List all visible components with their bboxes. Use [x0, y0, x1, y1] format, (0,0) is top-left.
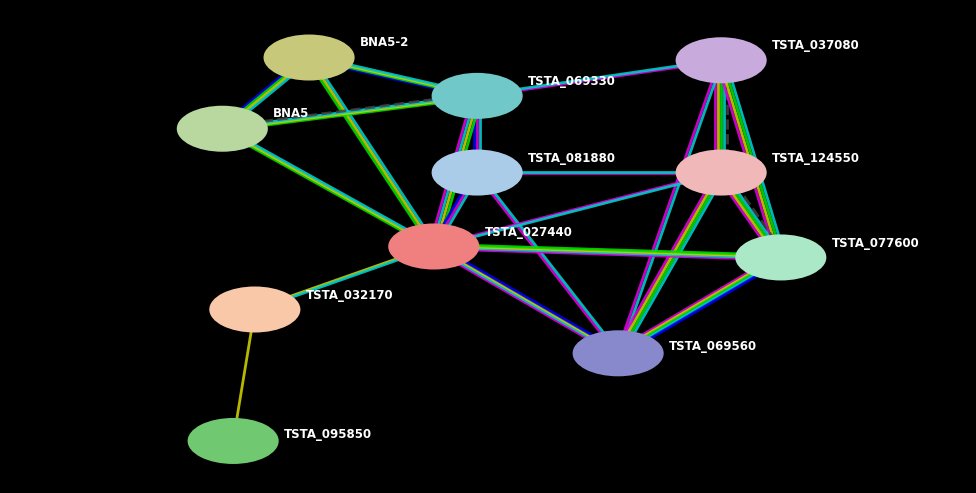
- Text: BNA5: BNA5: [273, 107, 309, 120]
- Circle shape: [388, 223, 479, 270]
- Text: TSTA_095850: TSTA_095850: [284, 428, 372, 441]
- Circle shape: [735, 235, 827, 281]
- Circle shape: [573, 330, 664, 376]
- Text: TSTA_124550: TSTA_124550: [772, 152, 860, 165]
- Circle shape: [187, 418, 279, 464]
- Circle shape: [264, 35, 354, 80]
- Text: TSTA_077600: TSTA_077600: [832, 237, 919, 250]
- Text: TSTA_037080: TSTA_037080: [772, 39, 860, 52]
- Circle shape: [177, 106, 267, 152]
- Text: TSTA_032170: TSTA_032170: [305, 289, 393, 302]
- Text: TSTA_027440: TSTA_027440: [485, 226, 573, 239]
- Text: TSTA_081880: TSTA_081880: [528, 152, 616, 165]
- Text: TSTA_069330: TSTA_069330: [528, 75, 616, 88]
- Text: TSTA_069560: TSTA_069560: [670, 340, 757, 352]
- Circle shape: [209, 286, 301, 332]
- Circle shape: [431, 73, 523, 119]
- Text: BNA5-2: BNA5-2: [360, 35, 409, 49]
- Circle shape: [675, 37, 767, 83]
- Circle shape: [431, 149, 523, 196]
- Circle shape: [675, 149, 767, 196]
